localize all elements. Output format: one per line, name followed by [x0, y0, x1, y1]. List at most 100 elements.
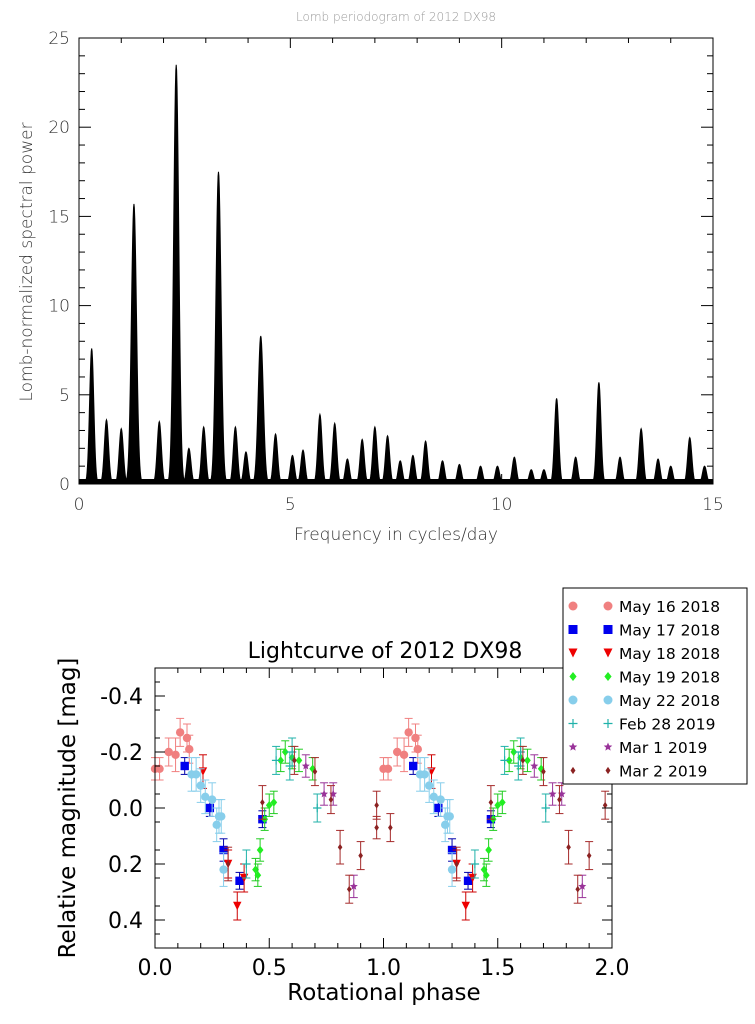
lightcurve-chart: Lightcurve of 2012 DX98 0.0 0.5 1.0 1.5 2.0 …	[55, 587, 748, 1006]
data-point	[175, 728, 185, 737]
legend-label: Mar 2 2019	[619, 763, 707, 781]
legend-marker	[570, 766, 576, 775]
data-point	[164, 747, 173, 757]
data-point	[480, 865, 488, 874]
data-point	[252, 865, 259, 874]
data-point	[505, 756, 513, 765]
periodogram-x-tick-label: 5	[285, 495, 296, 515]
periodogram-curve	[78, 64, 714, 485]
data-point	[374, 801, 379, 809]
data-point	[485, 845, 492, 855]
periodogram-y-tick-label: 20	[48, 118, 70, 138]
data-point	[201, 792, 210, 801]
legend-marker	[603, 648, 613, 658]
data-point	[500, 756, 509, 765]
data-point	[292, 757, 297, 764]
legend-label: May 18 2018	[619, 645, 720, 663]
periodogram-frame	[78, 37, 714, 485]
legend-marker	[603, 719, 613, 728]
lightcurve-x-tick-label: 2.0	[595, 956, 630, 981]
legend-marker	[568, 695, 578, 705]
data-point	[498, 798, 506, 807]
data-point	[557, 796, 562, 803]
data-point	[309, 764, 317, 773]
periodogram-x-label: Frequency in cycles/day	[294, 525, 498, 545]
legend-label: May 16 2018	[619, 598, 720, 616]
lightcurve-points	[150, 717, 610, 921]
data-point	[235, 876, 244, 885]
data-point	[191, 770, 201, 779]
legend-label: May 17 2018	[619, 622, 720, 640]
data-point	[219, 845, 228, 855]
data-point	[447, 845, 457, 855]
legend-box	[562, 587, 748, 785]
data-point	[420, 770, 429, 779]
data-point	[313, 803, 322, 813]
data-point	[575, 885, 581, 893]
data-point	[541, 768, 546, 775]
periodogram-y-ticks: 0 5 10 15 20 25	[48, 29, 713, 495]
data-point	[349, 882, 358, 890]
legend-label: May 22 2018	[619, 692, 720, 710]
data-point	[207, 795, 217, 804]
periodogram-x-tick-label: 10	[491, 495, 513, 515]
data-point	[488, 799, 494, 806]
legend-label: Feb 28 2019	[619, 716, 715, 734]
data-point	[225, 860, 231, 868]
periodogram-y-label: Lomb-normalized spectral power	[17, 122, 37, 401]
data-point	[541, 803, 550, 813]
data-point	[171, 750, 180, 759]
data-point	[337, 843, 343, 851]
lightcurve-y-tick-label: -0.4	[100, 685, 143, 710]
lightcurve-x-tick-label: 0.0	[138, 956, 173, 981]
lightcurve-x-tick-label: 1.0	[366, 956, 401, 981]
data-point	[383, 764, 393, 773]
data-point	[602, 801, 608, 809]
data-point	[212, 820, 221, 829]
data-point	[217, 812, 226, 821]
periodogram-y-tick-label: 10	[48, 297, 70, 317]
data-point	[312, 768, 318, 775]
lightcurve-x-tick-label: 0.5	[252, 956, 287, 981]
lightcurve-y-label: Relative magnitude [mag]	[55, 658, 81, 959]
legend-marker	[603, 601, 613, 611]
data-point	[566, 843, 571, 851]
data-point	[180, 761, 189, 771]
periodogram-y-tick-label: 25	[48, 29, 70, 49]
data-point	[233, 901, 242, 911]
data-point	[196, 781, 205, 790]
data-point	[256, 845, 264, 855]
lightcurve-y-tick-label: 0.0	[108, 797, 143, 822]
lightcurve-y-tick-label: 0.4	[108, 909, 143, 934]
data-point	[586, 852, 592, 859]
data-point	[537, 764, 545, 773]
legend-marker	[603, 625, 613, 634]
data-point	[346, 885, 352, 893]
periodogram-x-tick-label: 15	[702, 495, 724, 515]
legend-marker	[568, 719, 578, 728]
data-point	[358, 852, 363, 859]
data-point	[404, 728, 413, 737]
legend-marker	[603, 695, 613, 705]
legend-marker	[605, 766, 611, 775]
data-point	[454, 860, 459, 868]
lightcurve-legend: May 16 2018 May 17 2018 May 18 2018 May 19 …	[562, 587, 748, 785]
legend-marker	[604, 672, 612, 681]
data-point	[260, 799, 265, 806]
data-point	[287, 747, 297, 757]
lightcurve-y-tick-label: -0.2	[100, 741, 143, 766]
data-point	[409, 761, 418, 771]
periodogram-title: Lomb periodogram of 2012 DX98	[296, 10, 496, 24]
data-point	[242, 859, 251, 869]
data-point	[185, 745, 194, 754]
data-point	[328, 796, 334, 803]
periodogram-y-tick-label: 5	[59, 386, 70, 406]
data-point	[510, 747, 518, 757]
data-point	[578, 882, 587, 890]
lightcurve-x-tick-label: 1.5	[480, 956, 515, 981]
data-point	[436, 795, 445, 804]
periodogram-x-tick-label: 0	[74, 495, 85, 515]
legend-label: May 19 2018	[619, 669, 720, 687]
data-point	[399, 750, 409, 759]
data-point	[520, 757, 526, 764]
